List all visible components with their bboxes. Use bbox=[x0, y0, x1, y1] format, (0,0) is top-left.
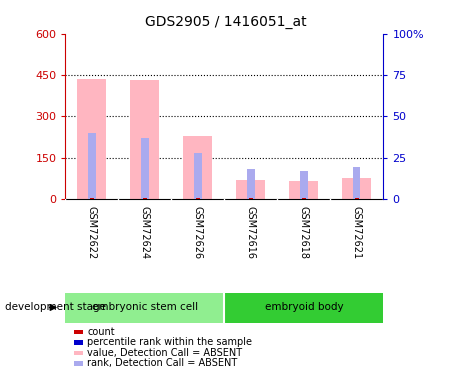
Bar bbox=[249, 198, 253, 199]
Bar bbox=[77, 79, 106, 199]
Bar bbox=[65, 292, 224, 322]
Bar bbox=[342, 178, 372, 199]
Bar bbox=[236, 180, 266, 199]
Bar bbox=[353, 167, 360, 199]
Text: embryoid body: embryoid body bbox=[265, 303, 343, 312]
Text: value, Detection Call = ABSENT: value, Detection Call = ABSENT bbox=[87, 348, 242, 358]
Bar bbox=[88, 133, 96, 199]
Text: GSM72618: GSM72618 bbox=[299, 206, 309, 259]
Bar bbox=[247, 168, 254, 199]
Text: GSM72624: GSM72624 bbox=[140, 206, 150, 260]
Bar bbox=[141, 138, 148, 199]
Bar bbox=[130, 81, 160, 199]
Text: development stage: development stage bbox=[5, 303, 106, 312]
Bar bbox=[143, 198, 147, 199]
Bar bbox=[183, 135, 212, 199]
Text: embryonic stem cell: embryonic stem cell bbox=[92, 303, 198, 312]
Text: GSM72622: GSM72622 bbox=[87, 206, 97, 260]
Bar bbox=[224, 292, 383, 322]
Text: rank, Detection Call = ABSENT: rank, Detection Call = ABSENT bbox=[87, 358, 237, 368]
Bar bbox=[194, 153, 202, 199]
Bar bbox=[355, 198, 359, 199]
Bar bbox=[289, 181, 318, 199]
Text: count: count bbox=[87, 327, 115, 337]
Text: GSM72626: GSM72626 bbox=[193, 206, 203, 260]
Bar bbox=[196, 198, 200, 199]
Text: GSM72621: GSM72621 bbox=[352, 206, 362, 260]
Text: percentile rank within the sample: percentile rank within the sample bbox=[87, 338, 252, 347]
Bar bbox=[90, 198, 94, 199]
Text: GDS2905 / 1416051_at: GDS2905 / 1416051_at bbox=[145, 15, 306, 29]
Bar bbox=[300, 171, 308, 199]
Text: GSM72616: GSM72616 bbox=[246, 206, 256, 259]
Bar bbox=[302, 198, 306, 199]
